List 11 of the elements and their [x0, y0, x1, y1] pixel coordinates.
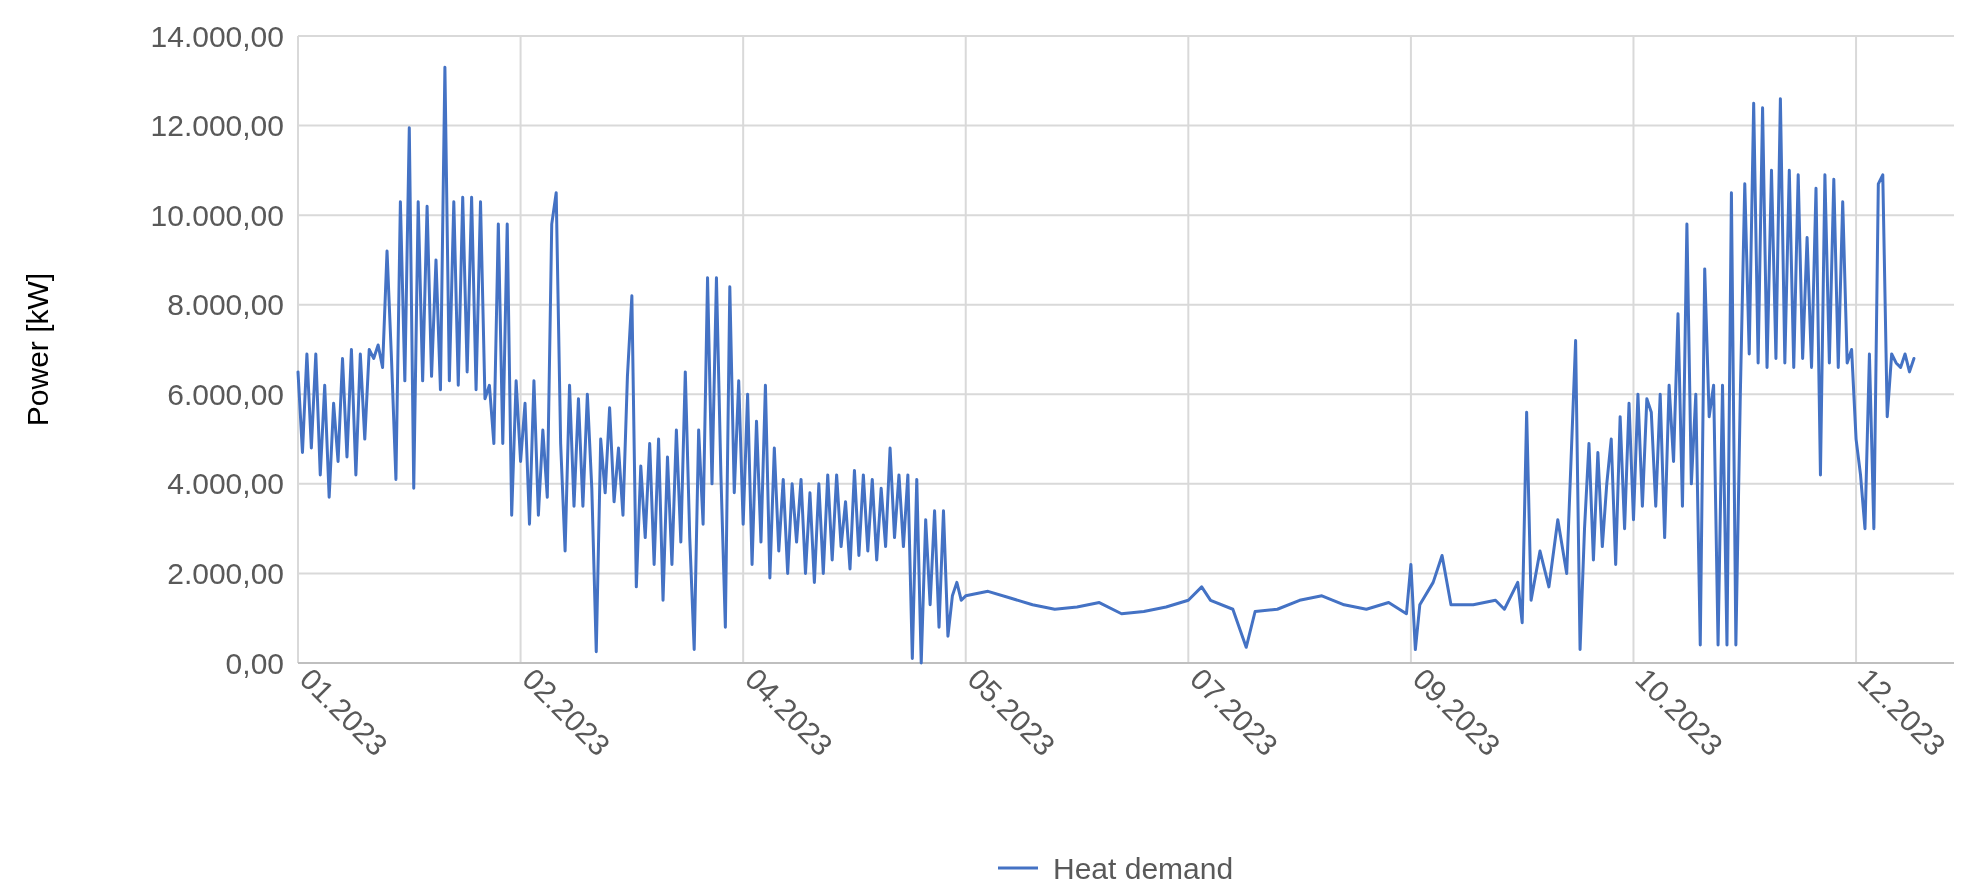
y-tick-label: 14.000,00 [150, 19, 284, 53]
y-tick-label: 6.000,00 [167, 377, 284, 411]
line-series [296, 65, 1916, 665]
legend-label: Heat demand [1053, 851, 1234, 885]
y-tick-label: 0,00 [225, 646, 284, 680]
y-tick-label: 2.000,00 [167, 556, 284, 590]
y-tick-label: 12.000,00 [150, 109, 284, 143]
y-tick-label: 4.000,00 [167, 467, 284, 501]
y-tick-label: 10.000,00 [150, 198, 284, 232]
y-tick-label: 8.000,00 [167, 288, 284, 322]
y-axis-title: Power [kW] [21, 272, 54, 427]
